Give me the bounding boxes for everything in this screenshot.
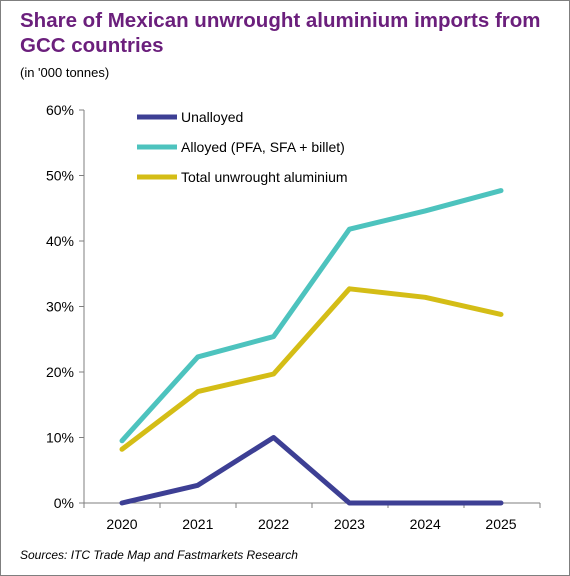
y-tick-label: 60% xyxy=(46,102,74,118)
y-tick-label: 20% xyxy=(46,364,74,380)
x-axis-ticks: 2020 2021 2022 2023 2024 2025 xyxy=(83,503,541,532)
x-tick-label: 2021 xyxy=(182,516,213,532)
chart-subtitle: (in '000 tonnes) xyxy=(20,65,110,80)
x-tick-label: 2022 xyxy=(258,516,289,532)
y-tick-label: 40% xyxy=(46,233,74,249)
chart-title: Share of Mexican unwrought aluminium imp… xyxy=(20,9,541,57)
x-tick-label: 2025 xyxy=(485,516,516,532)
series-line xyxy=(119,286,504,452)
legend-label: Unalloyed xyxy=(181,109,243,125)
y-axis-ticks: 0% 10% 20% 30% 40% 50% 60% xyxy=(46,102,84,511)
y-tick-label: 0% xyxy=(54,495,74,511)
series-line xyxy=(119,188,504,444)
series-lines xyxy=(119,188,504,506)
x-tick-label: 2020 xyxy=(106,516,137,532)
legend-label: Alloyed (PFA, SFA + billet) xyxy=(181,139,345,155)
source-note: Sources: ITC Trade Map and Fastmarkets R… xyxy=(20,548,298,562)
y-tick-label: 30% xyxy=(46,299,74,315)
series-line xyxy=(119,435,504,506)
y-tick-label: 50% xyxy=(46,168,74,184)
x-tick-label: 2024 xyxy=(410,516,441,532)
x-tick-label: 2023 xyxy=(334,516,365,532)
legend-label: Total unwrought aluminium xyxy=(181,169,348,185)
legend: Unalloyed Alloyed (PFA, SFA + billet) Tota… xyxy=(137,109,348,185)
y-tick-label: 10% xyxy=(46,430,74,446)
